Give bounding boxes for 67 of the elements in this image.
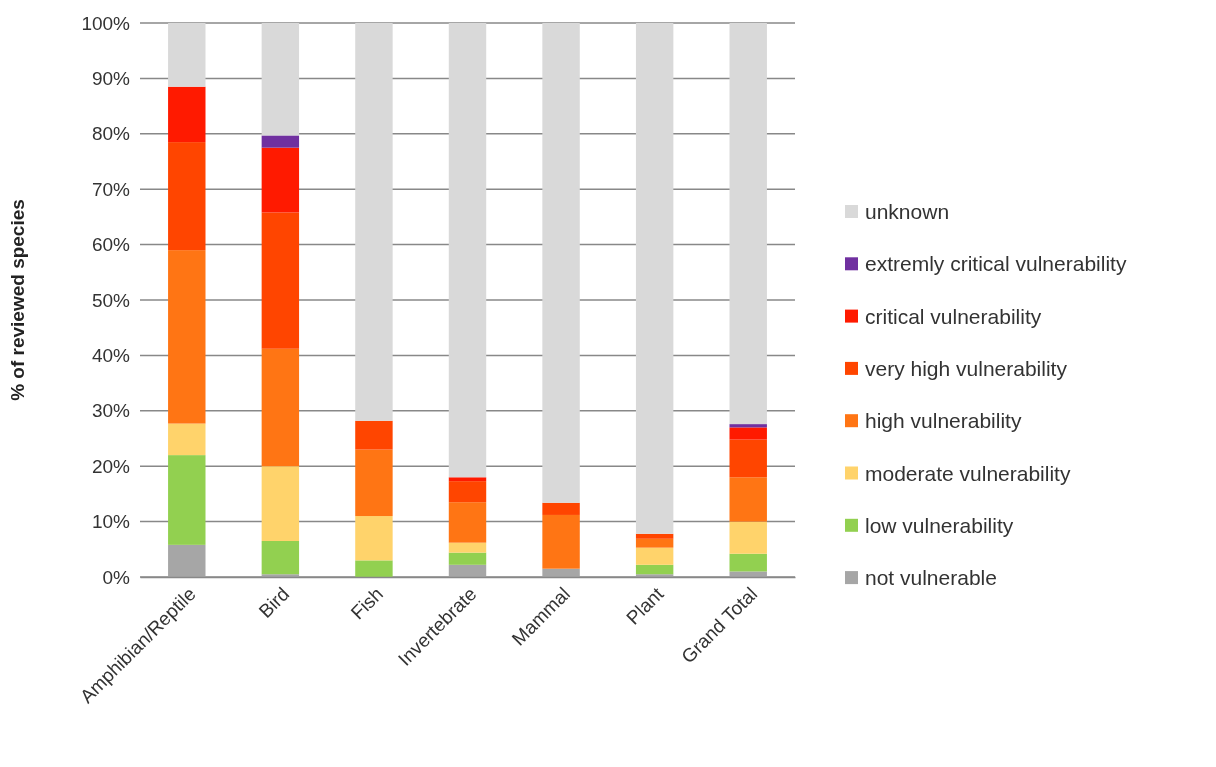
bar: [355, 449, 393, 517]
bar: [635, 538, 674, 548]
bar: [261, 348, 300, 467]
bar: [635, 23, 674, 534]
x-tick-label: Fish: [346, 583, 387, 624]
bar: [168, 142, 206, 251]
legend-label: critical vulnerability: [865, 304, 1042, 328]
bar: [355, 560, 393, 577]
y-tick-label: 0%: [102, 566, 131, 588]
legend-label: low vulnerability: [865, 513, 1014, 537]
y-axis-title: % of reviewed species: [7, 199, 28, 401]
bar: [635, 574, 674, 577]
bar: [261, 135, 300, 148]
bar: [261, 147, 300, 213]
legend-label: extremly critical vulnerability: [865, 252, 1127, 276]
bar: [542, 23, 580, 503]
bar: [261, 574, 300, 577]
bar: [448, 552, 487, 565]
y-tick-label: 30%: [91, 400, 131, 422]
bar: [355, 23, 393, 421]
bar: [542, 514, 580, 569]
bar: [635, 533, 674, 539]
bar: [729, 553, 767, 572]
y-tick-label: 100%: [81, 12, 131, 34]
y-tick-label: 60%: [91, 234, 131, 256]
y-tick-label: 10%: [91, 511, 131, 533]
bar: [448, 23, 487, 478]
bar: [729, 439, 767, 478]
legend-label: moderate vulnerability: [865, 461, 1071, 485]
bar: [261, 540, 300, 575]
bar: [542, 568, 580, 577]
bar: [542, 502, 580, 515]
bar: [729, 521, 767, 554]
bar: [448, 481, 487, 503]
y-tick-label: 70%: [91, 178, 131, 200]
legend-label: unknown: [865, 200, 950, 223]
y-tick-label: 40%: [91, 344, 131, 366]
y-tick-label: 50%: [91, 289, 131, 311]
bar: [261, 466, 300, 541]
bar: [729, 424, 767, 428]
bar: [635, 547, 674, 565]
bar: [261, 212, 300, 349]
bar: [729, 477, 767, 522]
bar: [729, 23, 767, 425]
legend-label: very high vulnerability: [865, 356, 1068, 380]
bar: [448, 502, 487, 543]
y-tick-label: 90%: [91, 67, 131, 89]
bar: [168, 455, 206, 545]
legend-label: not vulnerable: [865, 566, 997, 590]
bar: [635, 564, 674, 575]
y-tick-label: 20%: [91, 455, 131, 477]
bar: [355, 516, 393, 561]
bar: [729, 571, 767, 577]
bar: [261, 23, 300, 136]
bar: [168, 423, 206, 456]
bar: [448, 542, 487, 553]
bar: [168, 23, 206, 87]
x-tick-label: Bird: [254, 583, 294, 622]
legend-label: high vulnerability: [865, 409, 1022, 433]
bar: [448, 477, 487, 482]
bar: [448, 564, 487, 577]
bar: [168, 544, 206, 577]
bar: [355, 420, 393, 450]
bar: [168, 250, 206, 424]
y-tick-label: 80%: [91, 123, 131, 145]
bar: [729, 427, 767, 440]
bar: [168, 86, 206, 143]
